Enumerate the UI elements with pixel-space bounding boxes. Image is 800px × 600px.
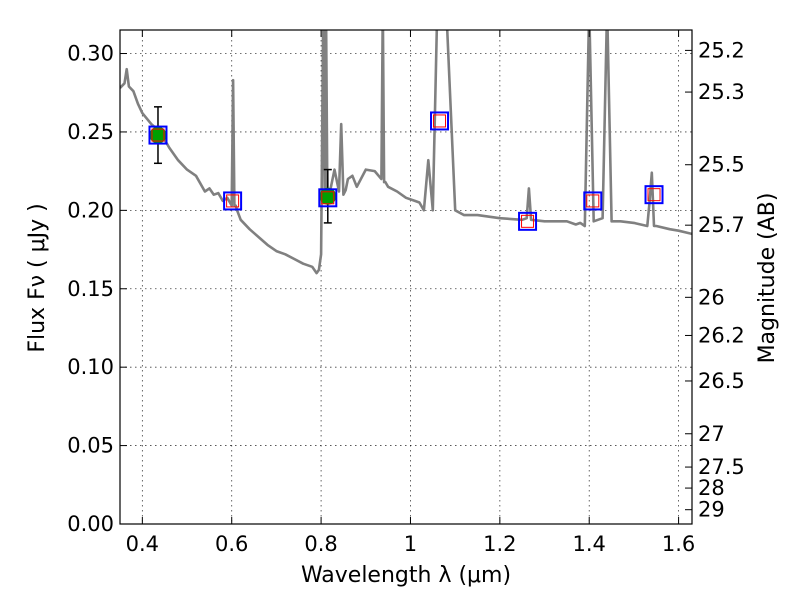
y2-tick-label: 26 <box>698 285 725 309</box>
y-tick-label: 0.10 <box>67 355 114 379</box>
y2-tick-label: 25.5 <box>698 153 745 177</box>
x-tick-label: 1.4 <box>573 532 606 556</box>
model-box-inner <box>321 191 335 205</box>
x-axis-title: Wavelength λ (μm) <box>301 563 511 588</box>
y2-tick-label: 27.5 <box>698 455 745 479</box>
y-axis-title: Flux Fν ( μJy ) <box>25 203 50 352</box>
x-tick-label: 0.6 <box>215 532 248 556</box>
y2-tick-label: 26.2 <box>698 323 745 347</box>
y2-tick-label: 28 <box>698 476 725 500</box>
y-tick-label: 0.00 <box>67 512 114 536</box>
y2-tick-label: 27 <box>698 422 725 446</box>
y-tick-label: 0.15 <box>67 277 114 301</box>
plot-frame <box>119 29 693 525</box>
model-spectrum-line <box>120 30 692 275</box>
model-box-outer <box>148 125 168 145</box>
x-tick-label: 1.6 <box>662 532 695 556</box>
plot-contents <box>120 30 692 275</box>
model-box-inner <box>433 114 447 128</box>
x-tick-label: 0.8 <box>304 532 337 556</box>
model-box-outer <box>518 211 538 231</box>
y2-axis-title: Magnitude (AB) <box>755 193 780 364</box>
axis-ticks: 0.4 0.6 0.8 1 1.2 1.4 1.6 0.00 0.05 0.10 0.15 0.20 0… <box>67 30 745 556</box>
model-box-inner <box>647 188 661 202</box>
model-box-outer <box>430 111 450 131</box>
y-tick-label: 0.20 <box>67 198 114 222</box>
model-box-inner <box>586 194 600 208</box>
x-tick-label: 0.4 <box>126 532 159 556</box>
y-tick-label: 0.30 <box>67 42 114 66</box>
model-box-inner <box>151 128 165 142</box>
x-tick-label: 1 <box>404 532 417 556</box>
y2-tick-label: 25.3 <box>698 80 745 104</box>
y2-tick-label: 26.5 <box>698 369 745 393</box>
model-box-outer <box>583 191 603 211</box>
x-tick-label: 1.2 <box>483 532 516 556</box>
model-box-outer <box>223 191 243 211</box>
y2-tick-label: 29 <box>698 498 725 522</box>
y-tick-label: 0.05 <box>67 434 114 458</box>
model-box-outer <box>318 188 338 208</box>
model-box-outer <box>644 185 664 205</box>
model-box-inner <box>226 194 240 208</box>
y2-tick-label: 25.7 <box>698 213 745 237</box>
model-box-inner <box>521 214 535 228</box>
y-tick-label: 0.25 <box>67 120 114 144</box>
y2-tick-label: 25.2 <box>698 38 745 62</box>
